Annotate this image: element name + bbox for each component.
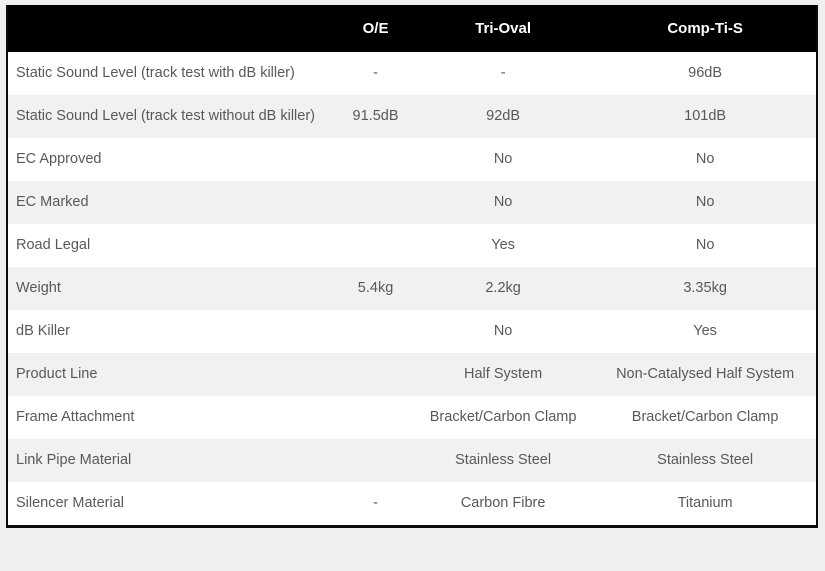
cell-value bbox=[339, 353, 412, 396]
table-row: Silencer Material - Carbon Fibre Titaniu… bbox=[7, 482, 817, 527]
cell-value: 3.35kg bbox=[683, 280, 727, 296]
cell-value: 101dB bbox=[684, 108, 727, 124]
cell-value: Stainless Steel bbox=[657, 452, 754, 468]
cell-value: No bbox=[695, 237, 715, 253]
cell-value: Bracket/Carbon Clamp bbox=[631, 409, 779, 425]
cell-value: - bbox=[373, 495, 378, 511]
cell-value: No bbox=[695, 194, 715, 210]
cell-value: Yes bbox=[491, 237, 515, 253]
row-label: Static Sound Level (track test with dB k… bbox=[16, 65, 295, 81]
cell-value: No bbox=[493, 194, 513, 210]
cell-value: No bbox=[493, 151, 513, 167]
column-header-oe: O/E bbox=[339, 5, 412, 52]
product-comparison-table: O/E Tri-Oval Comp-Ti-S Static Sound Leve… bbox=[6, 5, 818, 528]
table-row: Weight 5.4kg 2.2kg 3.35kg bbox=[7, 267, 817, 310]
table-header: O/E Tri-Oval Comp-Ti-S bbox=[7, 5, 817, 52]
table-row: Road Legal Yes No bbox=[7, 224, 817, 267]
row-label: dB Killer bbox=[16, 323, 70, 339]
row-label: Static Sound Level (track test without d… bbox=[16, 108, 315, 124]
table-row: Product Line Half System Non-Catalysed H… bbox=[7, 353, 817, 396]
cell-value: 5.4kg bbox=[357, 280, 394, 296]
cell-value: 92dB bbox=[486, 108, 521, 124]
cell-value: Yes bbox=[693, 323, 717, 339]
header-row: O/E Tri-Oval Comp-Ti-S bbox=[7, 5, 817, 52]
table-row: Link Pipe Material Stainless Steel Stain… bbox=[7, 439, 817, 482]
row-label: Road Legal bbox=[16, 237, 91, 253]
row-label: EC Approved bbox=[16, 151, 102, 167]
cell-value: Half System bbox=[464, 366, 543, 382]
cell-value: Stainless Steel bbox=[455, 452, 552, 468]
column-header-tri-oval: Tri-Oval bbox=[411, 5, 595, 52]
cell-value: 96dB bbox=[688, 65, 723, 81]
cell-value bbox=[339, 181, 412, 224]
cell-value: 91.5dB bbox=[352, 108, 399, 124]
cell-value bbox=[339, 439, 412, 482]
row-label: Frame Attachment bbox=[16, 409, 135, 425]
row-label: EC Marked bbox=[16, 194, 89, 210]
row-label: Silencer Material bbox=[16, 495, 124, 511]
table-body: Static Sound Level (track test with dB k… bbox=[7, 52, 817, 527]
row-label: Weight bbox=[16, 280, 61, 296]
row-label: Product Line bbox=[16, 366, 98, 382]
cell-value: - bbox=[373, 65, 378, 81]
table-row: Static Sound Level (track test with dB k… bbox=[7, 52, 817, 95]
table-row: EC Approved No No bbox=[7, 138, 817, 181]
column-header-attribute bbox=[7, 5, 340, 52]
cell-value: No bbox=[493, 323, 513, 339]
cell-value bbox=[339, 224, 412, 267]
row-label: Link Pipe Material bbox=[16, 452, 132, 468]
cell-value bbox=[339, 396, 412, 439]
cell-value: - bbox=[500, 65, 506, 81]
cell-value: No bbox=[695, 151, 715, 167]
table-row: Frame Attachment Bracket/Carbon Clamp Br… bbox=[7, 396, 817, 439]
cell-value: Carbon Fibre bbox=[460, 495, 546, 511]
table-row: EC Marked No No bbox=[7, 181, 817, 224]
table-row: Static Sound Level (track test without d… bbox=[7, 95, 817, 138]
cell-value: Titanium bbox=[677, 495, 733, 511]
cell-value: Non-Catalysed Half System bbox=[616, 366, 795, 382]
cell-value: Bracket/Carbon Clamp bbox=[429, 409, 577, 425]
cell-value bbox=[339, 138, 412, 181]
cell-value bbox=[339, 310, 412, 353]
table-row: dB Killer No Yes bbox=[7, 310, 817, 353]
column-header-comp-ti-s: Comp-Ti-S bbox=[594, 5, 817, 52]
cell-value: 2.2kg bbox=[485, 280, 521, 296]
